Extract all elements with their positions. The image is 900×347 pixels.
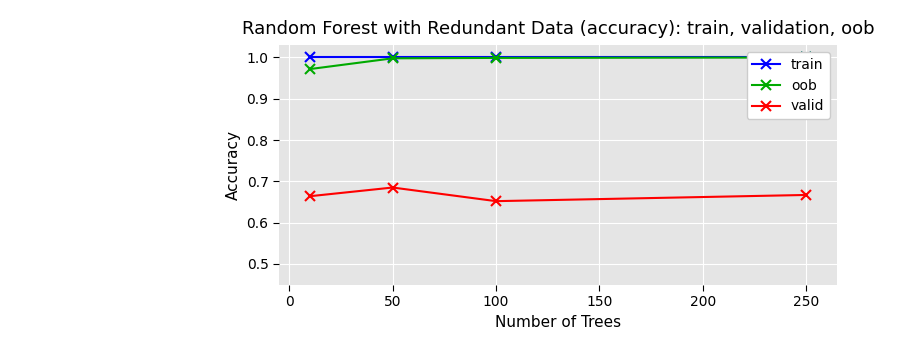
- oob: [387, 56, 398, 60]
- valid: [304, 194, 315, 198]
- oob: [304, 67, 315, 71]
- valid: [387, 185, 398, 189]
- Line: train: train: [305, 53, 811, 62]
- train: [491, 56, 501, 60]
- Legend: train, oob, valid: train, oob, valid: [747, 52, 830, 119]
- X-axis label: Number of Trees: Number of Trees: [495, 314, 621, 330]
- valid: [801, 193, 812, 197]
- train: [387, 56, 398, 60]
- oob: [801, 56, 812, 60]
- train: [801, 56, 812, 60]
- Y-axis label: Accuracy: Accuracy: [226, 130, 241, 200]
- Title: Random Forest with Redundant Data (accuracy): train, validation, oob: Random Forest with Redundant Data (accur…: [242, 20, 874, 38]
- valid: [491, 199, 501, 203]
- oob: [491, 56, 501, 60]
- train: [304, 56, 315, 60]
- Line: valid: valid: [305, 183, 811, 206]
- Line: oob: oob: [305, 53, 811, 74]
